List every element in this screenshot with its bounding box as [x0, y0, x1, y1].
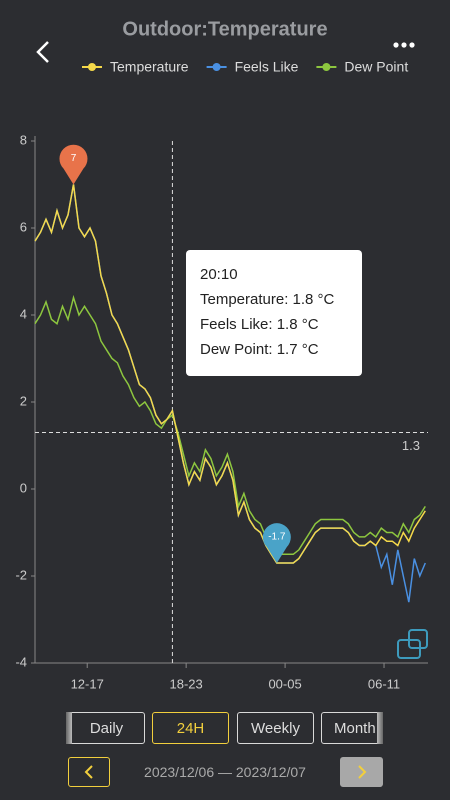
extreme-label: -1.7 [268, 532, 286, 543]
tooltip: 20:10 Temperature: 1.8 °C Feels Like: 1.… [186, 250, 362, 376]
legend-dot [88, 63, 96, 71]
x-tick-label: 00-05 [268, 676, 301, 691]
series-line [34, 184, 426, 564]
legend-dot [322, 63, 331, 71]
prev-arrow [84, 765, 93, 779]
period-button[interactable]: Month [321, 712, 381, 744]
extreme-pin [262, 523, 291, 563]
next-button[interactable] [340, 757, 383, 787]
series-line [34, 184, 426, 603]
x-tick-label: 12-17 [71, 676, 104, 691]
period-button[interactable]: Weekly [237, 712, 314, 744]
extreme-label: 7 [71, 153, 77, 164]
period-button[interactable]: Daily [68, 712, 145, 744]
legend-label: Feels Like [235, 59, 299, 75]
legend-dot [212, 63, 221, 71]
y-tick-label: -4 [15, 654, 27, 669]
x-tick-label: 18-23 [170, 676, 203, 691]
reference-label: 1.3 [402, 438, 420, 453]
y-tick-label: 6 [20, 219, 27, 234]
tooltip-line: Feels Like: 1.8 °C [200, 316, 319, 333]
y-tick-label: 8 [20, 132, 27, 147]
tooltip-line: Temperature: 1.8 °C [200, 291, 335, 308]
chart: Outdoor:Temperature Temperature Feels Lik… [15, 18, 428, 691]
period-button[interactable]: 24H [152, 712, 229, 744]
date-range: 2023/12/06 — 2023/12/07 [144, 764, 306, 780]
page-title: Outdoor:Temperature [122, 18, 327, 40]
x-tick-label: 06-11 [368, 676, 400, 691]
legend-label: Dew Point [344, 59, 408, 75]
y-tick-label: 4 [20, 306, 27, 321]
series-line [34, 294, 426, 556]
legend-label: Temperature [110, 59, 189, 75]
more-menu[interactable] [393, 42, 415, 48]
scroll-fade [66, 712, 72, 744]
scroll-fade [377, 712, 383, 744]
back-button[interactable] [36, 41, 49, 63]
next-arrow [358, 765, 367, 779]
extreme-pin [59, 144, 88, 185]
tooltip-time: 20:10 [200, 266, 238, 283]
prev-button[interactable] [68, 757, 110, 787]
tooltip-line: Dew Point: 1.7 °C [200, 341, 319, 358]
y-tick-label: 2 [20, 393, 27, 408]
y-tick-label: -2 [15, 567, 27, 582]
settings-icon[interactable] [397, 629, 428, 659]
y-tick-label: 0 [20, 480, 27, 495]
